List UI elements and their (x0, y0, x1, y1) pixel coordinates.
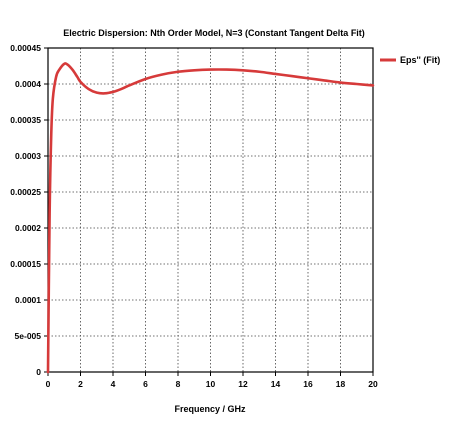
y-tick-label: 0.0003 (15, 151, 41, 161)
x-tick-label: 8 (176, 379, 181, 389)
x-tick-label: 16 (303, 379, 313, 389)
legend[interactable]: Eps'' (Fit) (380, 55, 440, 65)
x-tick-label: 20 (368, 379, 378, 389)
legend-label: Eps'' (Fit) (400, 55, 440, 65)
y-tick-label: 0.00045 (10, 43, 41, 53)
series-group (46, 62, 375, 374)
x-tick-label: 10 (206, 379, 216, 389)
x-tick-label: 12 (238, 379, 248, 389)
y-tick-label: 5e-005 (15, 331, 42, 341)
x-tick-label: 6 (143, 379, 148, 389)
grid (48, 48, 373, 372)
y-tick-label: 0.00025 (10, 187, 41, 197)
y-tick-label: 0.00015 (10, 259, 41, 269)
chart-title: Electric Dispersion: Nth Order Model, N=… (63, 28, 365, 38)
x-axis-ticks: 0 2 4 6 8 10 12 14 16 18 20 (46, 372, 378, 389)
y-tick-label: 0.0002 (15, 223, 41, 233)
x-tick-label: 4 (111, 379, 116, 389)
y-axis-ticks: 0 5e-005 0.0001 0.00015 0.0002 0.00025 0.0003 0… (10, 43, 48, 377)
y-tick-label: 0.0004 (15, 79, 41, 89)
x-tick-label: 14 (271, 379, 281, 389)
x-axis-label: Frequency / GHz (174, 404, 246, 414)
y-tick-label: 0.00035 (10, 115, 41, 125)
y-tick-label: 0 (36, 367, 41, 377)
series-line (46, 62, 375, 374)
x-tick-label: 18 (336, 379, 346, 389)
x-tick-label: 2 (78, 379, 83, 389)
x-tick-label: 0 (46, 379, 51, 389)
y-tick-label: 0.0001 (15, 295, 41, 305)
